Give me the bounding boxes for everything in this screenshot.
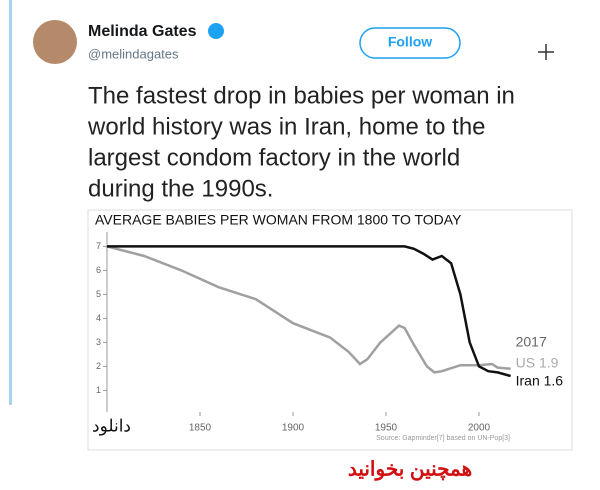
end-label: Iran 1.6 (516, 373, 564, 389)
tweet-text-line: world history was in Iran, home to the (87, 113, 486, 140)
y-tick-label: 5 (96, 289, 101, 299)
chart-title: AVERAGE BABIES PER WOMAN FROM 1800 TO TO… (95, 212, 462, 228)
user-name[interactable]: Melinda Gates (88, 23, 197, 40)
end-label: US 1.9 (516, 355, 559, 371)
x-tick-label: 1900 (282, 423, 305, 434)
y-tick-label: 4 (96, 313, 101, 323)
user-handle[interactable]: @melindagates (88, 46, 179, 61)
y-tick-label: 1 (96, 385, 101, 395)
plus-icon[interactable] (538, 44, 554, 60)
annotation: 2017 (516, 334, 547, 350)
avatar[interactable] (33, 20, 77, 64)
series-line (106, 245, 511, 374)
y-tick-label: 6 (96, 265, 101, 275)
y-tick-label: 2 (96, 361, 101, 371)
chart-source: Source: Gapminder[7] based on UN-Pop[3] (376, 435, 510, 442)
follow-label[interactable]: Follow (388, 34, 432, 50)
verified-badge (208, 23, 224, 39)
tweet-text-line: largest condom factory in the world (88, 144, 460, 171)
download-overlay[interactable]: دانلود (92, 416, 131, 436)
x-tick-label: 1850 (189, 423, 212, 434)
chart-frame (87, 209, 573, 451)
x-tick-label: 2000 (468, 423, 491, 434)
x-tick-label: 1950 (375, 423, 398, 434)
read-more-overlay[interactable]: همچنین بخوانید (348, 458, 472, 481)
thread-line (9, 0, 12, 405)
y-tick-label: 3 (96, 337, 101, 347)
series-line (107, 245, 511, 378)
tweet-text-line: The fastest drop in babies per woman in (88, 82, 515, 109)
y-tick-label: 7 (96, 241, 101, 251)
follow-button[interactable] (359, 27, 461, 59)
tweet-text-line: during the 1990s. (88, 175, 273, 202)
